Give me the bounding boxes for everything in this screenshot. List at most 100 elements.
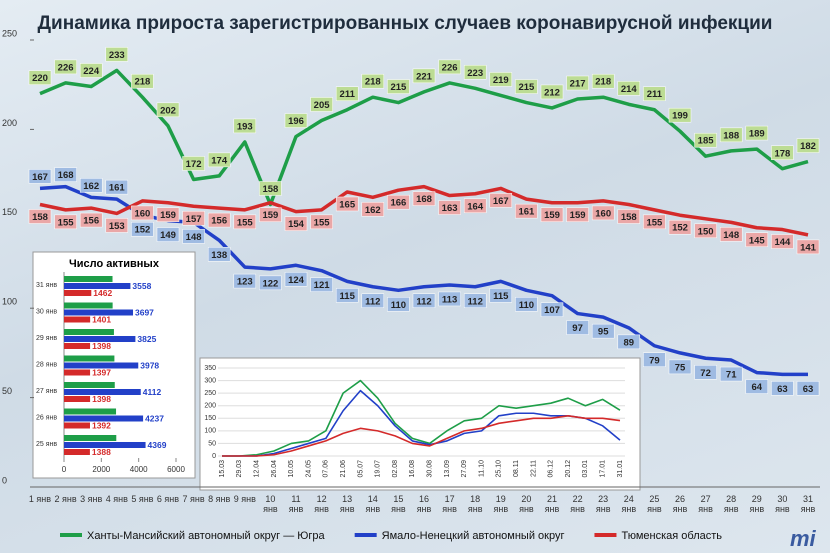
data-label: 160 [595, 208, 611, 219]
data-label-box [566, 75, 589, 91]
y-tick-label: 250 [2, 28, 17, 38]
data-label: 199 [672, 111, 688, 122]
data-label-box [719, 127, 743, 143]
data-label-box [310, 214, 333, 230]
chart-title: Динамика прироста зарегистрированных слу… [38, 13, 773, 34]
data-label: 158 [262, 184, 278, 195]
data-label: 162 [365, 205, 381, 216]
data-label-box [796, 381, 820, 396]
data-label-box [771, 234, 794, 249]
data-label-box [387, 194, 410, 210]
data-label: 2719 [94, 380, 113, 390]
data-label: 211 [340, 89, 356, 100]
bar [64, 449, 90, 455]
x-tick-label: 21 янв [544, 494, 560, 514]
data-label-box [259, 181, 282, 196]
bar [64, 396, 91, 402]
data-label-box [412, 68, 436, 84]
data-label-box [284, 272, 308, 287]
x-tick-label: 3 янв [80, 494, 103, 504]
x-tick-label: 26 янв [672, 494, 688, 514]
data-label: 185 [698, 136, 715, 147]
data-label-box [438, 291, 461, 307]
data-label: 1392 [92, 420, 111, 430]
data-label: 153 [109, 221, 125, 232]
data-label: 162 [83, 181, 99, 192]
x-tick-label: 8 янв [208, 494, 231, 504]
y-tick-label: 200 [2, 118, 17, 128]
x-tick-label: 16 янв [416, 494, 432, 514]
data-label: 1388 [92, 447, 111, 457]
data-label: 211 [647, 89, 663, 100]
data-label-box [438, 200, 461, 215]
x-tick-label: 24.05 [305, 460, 312, 478]
data-label-box [156, 102, 180, 118]
data-label: 163 [442, 203, 458, 214]
data-label-box [668, 359, 692, 375]
x-tick-label: 6000 [167, 465, 185, 474]
bar [64, 283, 131, 289]
data-label: 226 [58, 62, 74, 73]
data-label-box [28, 169, 52, 184]
data-label: 212 [544, 87, 560, 98]
data-label: 205 [314, 100, 331, 111]
data-label: 124 [288, 275, 305, 286]
data-label-box [387, 79, 410, 94]
data-label: 112 [365, 296, 380, 307]
data-label-box [105, 179, 129, 195]
x-tick-label: 30.08 [426, 460, 433, 478]
data-label: 110 [519, 300, 534, 311]
x-tick-label: 22 янв [570, 494, 585, 514]
x-tick-label: 19 янв [493, 494, 509, 514]
data-label-box [335, 86, 359, 101]
data-label: 115 [493, 291, 509, 302]
x-tick-label: 12 янв [314, 494, 329, 514]
data-label: 221 [416, 71, 433, 82]
data-label: 2599 [92, 274, 111, 284]
data-label-box [745, 232, 769, 247]
data-label-box [131, 221, 154, 237]
x-tick-label: 7 янв [182, 494, 205, 504]
data-label-box [361, 73, 385, 89]
x-tick-label: 22.11 [530, 460, 537, 477]
data-label-box [796, 138, 820, 153]
y-tick-label: 200 [204, 403, 216, 410]
y-tick-label: 31 янв [36, 282, 57, 289]
data-label-box [463, 198, 487, 214]
bar [64, 442, 146, 448]
bar [64, 362, 139, 369]
x-tick-label: 17.01 [600, 460, 607, 478]
data-label: 4112 [143, 387, 162, 397]
data-label-box [591, 323, 615, 339]
data-label-box [540, 207, 564, 222]
y-tick-label: 50 [208, 440, 216, 447]
data-label-box [54, 59, 77, 75]
x-tick-label: 26.04 [271, 460, 278, 478]
data-label-box [771, 145, 794, 160]
x-tick-label: 2 янв [54, 494, 77, 504]
x-tick-label: 25.10 [496, 460, 503, 478]
data-label-box [335, 196, 359, 212]
data-label-box [412, 191, 436, 206]
y-tick-label: 26 янв [36, 415, 57, 422]
data-label: 168 [58, 170, 74, 181]
data-label-box [463, 293, 487, 308]
data-label-box [361, 202, 385, 217]
data-label-box [540, 84, 564, 100]
data-label: 167 [493, 196, 509, 207]
x-tick-label: 28 янв [723, 494, 739, 514]
data-label-box [694, 365, 717, 380]
bar [64, 302, 113, 309]
data-label: 159 [262, 210, 278, 221]
data-label: 217 [570, 79, 586, 90]
x-tick-label: 31 янв [800, 494, 816, 514]
x-tick-label: 0 [62, 465, 67, 474]
x-tick-label: 16.08 [409, 460, 416, 478]
y-tick-label: 300 [204, 377, 216, 384]
data-label: 95 [598, 327, 609, 338]
x-tick-label: 13 янв [339, 494, 355, 514]
bar [64, 389, 141, 395]
data-label: 3825 [137, 334, 156, 344]
data-label-box [105, 47, 129, 62]
